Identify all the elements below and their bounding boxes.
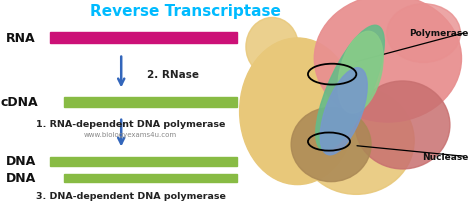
Text: www.biologyexams4u.com: www.biologyexams4u.com (84, 131, 177, 137)
Ellipse shape (314, 0, 462, 122)
Ellipse shape (246, 18, 299, 77)
Ellipse shape (387, 5, 460, 63)
Text: RNA: RNA (5, 32, 35, 45)
Bar (50, 158, 237, 166)
Text: cDNA: cDNA (0, 95, 38, 109)
Bar (64, 174, 237, 182)
Text: Nuclease: Nuclease (422, 152, 469, 161)
Bar (64, 98, 237, 107)
Ellipse shape (240, 39, 356, 185)
Text: 1. RNA-dependent DNA polymerase: 1. RNA-dependent DNA polymerase (36, 120, 225, 129)
Ellipse shape (320, 68, 367, 155)
Text: DNA: DNA (5, 171, 36, 184)
Ellipse shape (338, 32, 383, 113)
Text: Reverse Transcriptase: Reverse Transcriptase (90, 4, 281, 19)
Bar (50, 33, 237, 44)
Text: 3. DNA-dependent DNA polymerase: 3. DNA-dependent DNA polymerase (36, 191, 226, 200)
Ellipse shape (291, 108, 371, 182)
Ellipse shape (316, 26, 384, 151)
Ellipse shape (299, 87, 414, 194)
Text: DNA: DNA (5, 154, 36, 167)
Text: 2. RNase: 2. RNase (147, 70, 199, 80)
Text: Polymerase: Polymerase (409, 29, 469, 38)
Ellipse shape (356, 82, 450, 169)
